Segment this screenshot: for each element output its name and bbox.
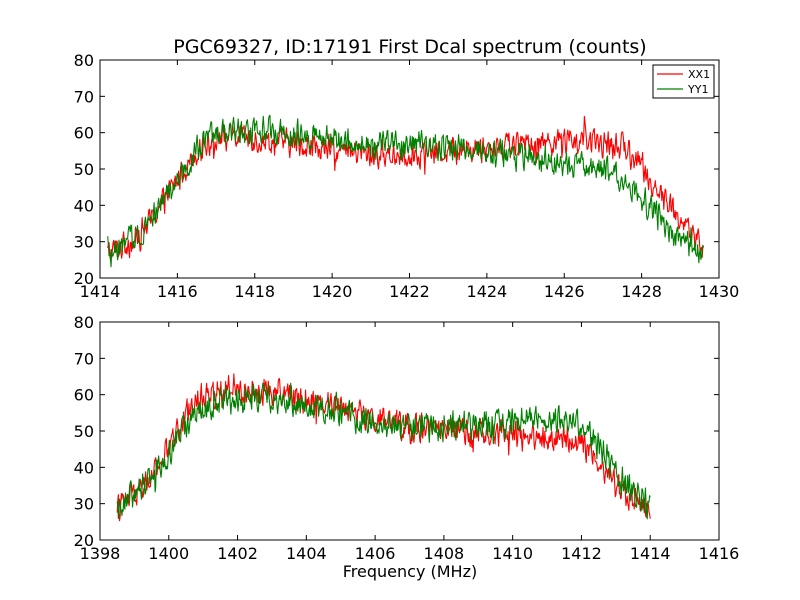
- x-tick-label: 1424: [467, 282, 508, 301]
- y-tick-label: 50: [74, 160, 94, 179]
- x-tick-label: 1414: [630, 544, 671, 563]
- x-tick-label: 1416: [157, 282, 198, 301]
- y-tick-label: 40: [74, 196, 94, 215]
- y-tick-label: 70: [74, 349, 94, 368]
- y-tick-label: 40: [74, 458, 94, 477]
- x-tick-label: 1402: [217, 544, 258, 563]
- y-tick-label: 50: [74, 422, 94, 441]
- bottom-panel: 1398 1400 1402 1404 1406 1408 1410 1412 1414 1416…: [74, 313, 740, 563]
- x-tick-label: 1420: [312, 282, 353, 301]
- y-tick-label: 20: [74, 531, 94, 550]
- y-tick-label: 60: [74, 124, 94, 143]
- y-tick-label: 80: [74, 51, 94, 70]
- x-tick-label: 1430: [699, 282, 740, 301]
- x-tick-label: 1404: [286, 544, 327, 563]
- y-tick-label: 30: [74, 233, 94, 252]
- y-tick-label: 20: [74, 269, 94, 288]
- y-tick-label: 30: [74, 495, 94, 514]
- x-tick-label: 1400: [148, 544, 189, 563]
- series-line-yy1: [116, 382, 651, 520]
- legend-label-xx1: XX1: [688, 68, 710, 81]
- x-tick-label: 1406: [355, 544, 396, 563]
- x-tick-label: 1426: [544, 282, 585, 301]
- x-tick-label: 1412: [561, 544, 602, 563]
- x-tick-label: 1428: [621, 282, 662, 301]
- legend-box: [652, 64, 715, 99]
- x-tick-label: 1416: [699, 544, 740, 563]
- y-tick-label: 70: [74, 87, 94, 106]
- series-line-xx1: [116, 373, 651, 522]
- x-axis-label: Frequency (MHz): [343, 562, 477, 581]
- top-panel: 1414 1416 1418 1420 1422 1424 1426 1428 1430 20 30…: [74, 51, 740, 301]
- legend-label-yy1: YY1: [687, 83, 708, 96]
- chart-title: PGC69327, ID:17191 First Dcal spectrum (…: [173, 36, 646, 58]
- x-tick-label: 1414: [80, 282, 121, 301]
- y-tick-label: 60: [74, 386, 94, 405]
- x-tick-label: 1410: [492, 544, 533, 563]
- series-line-xx1: [107, 115, 704, 260]
- x-tick-label: 1398: [80, 544, 121, 563]
- x-tick-label: 1418: [234, 282, 275, 301]
- y-tick-label: 80: [74, 313, 94, 332]
- x-tick-label: 1422: [389, 282, 430, 301]
- x-tick-label: 1408: [424, 544, 465, 563]
- series-line-yy1: [107, 114, 705, 268]
